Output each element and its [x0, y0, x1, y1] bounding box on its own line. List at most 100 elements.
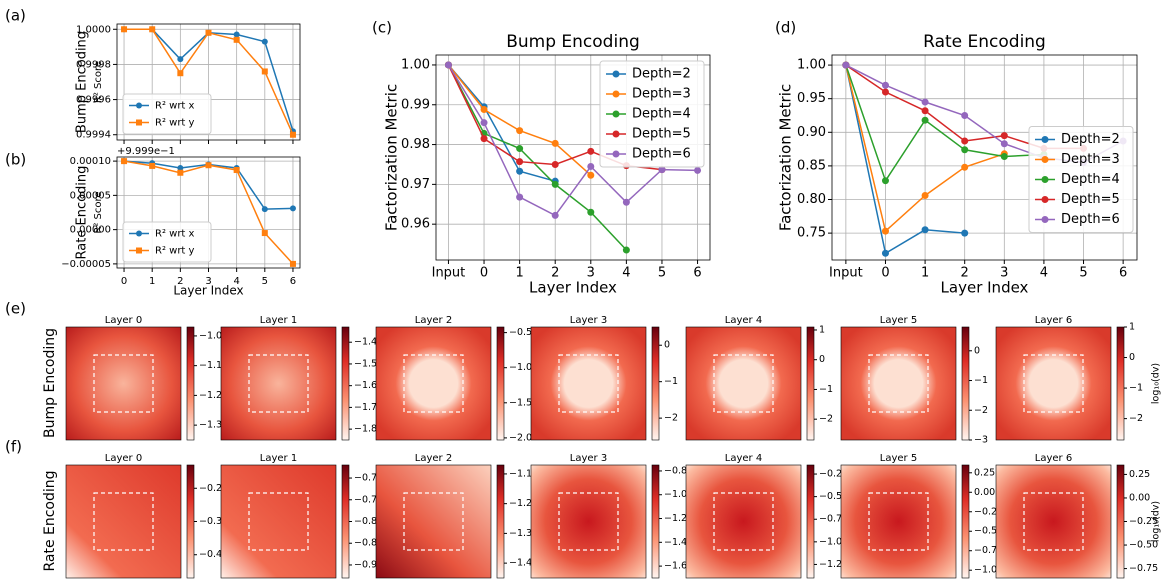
- heatmap-title: Layer 3: [570, 453, 607, 464]
- x-tick-label: 2: [961, 266, 969, 281]
- legend-label: R² wrt y: [155, 118, 195, 129]
- legend-marker: [1041, 176, 1049, 183]
- colorbar-tick-label: −2: [974, 405, 988, 416]
- point: [261, 230, 268, 237]
- colorbar-tick-label: 1: [1129, 322, 1135, 333]
- legend-label: Depth=5: [1061, 192, 1120, 207]
- colorbar-tick-label: −1.25: [819, 559, 848, 570]
- target-box: [93, 354, 154, 413]
- legend-label: Depth=3: [1061, 152, 1120, 167]
- target-box: [93, 492, 154, 551]
- colorbar-tick-label: 0: [664, 340, 670, 351]
- colorbar-tick-label: 0.00: [1129, 492, 1150, 503]
- y-tick-label: 0.85: [797, 158, 826, 173]
- x-tick-label: 0: [480, 266, 488, 281]
- colorbar-tick-label: −1: [1129, 383, 1143, 394]
- line-chart: (b) −0.00005 0.00000 0.00005 0.00010 0 1 2 3 4 5 6 +…: [5, 146, 301, 298]
- heatmap-title: Layer 0: [105, 315, 142, 326]
- point: [587, 147, 595, 155]
- y-axis-label: Factorization Metric: [383, 84, 401, 231]
- colorbar-tick-label: −0.70: [354, 473, 383, 484]
- heatmap-image: [531, 465, 646, 578]
- y-tick-label: 1.00: [401, 57, 430, 72]
- heatmap: Layer 5 0 −1 −2 −3: [840, 315, 988, 446]
- x-tick-label: 6: [1119, 266, 1127, 281]
- legend-label: Depth=6: [632, 147, 691, 162]
- colorbar: [341, 326, 350, 441]
- colorbar-tick-label: −1.4: [509, 558, 532, 569]
- x-tick-label: 2: [551, 266, 559, 281]
- target-box: [558, 354, 619, 413]
- point: [961, 137, 969, 145]
- point: [444, 61, 452, 69]
- colorbar: [651, 464, 660, 579]
- legend-label: R² wrt x: [155, 101, 195, 112]
- x-tick-label: 5: [658, 266, 666, 281]
- point: [233, 31, 240, 38]
- y-tick-label: 0.95: [797, 91, 826, 106]
- colorbar-tick-label: 0.25: [974, 467, 995, 478]
- heatmap: Layer 6 0.25 0.00 −0.25 −0.50 −0.75 log₁₀(dv): [995, 453, 1162, 579]
- colorbar-tick-label: 0: [819, 354, 825, 365]
- y-tick-label: 0.96: [401, 217, 430, 232]
- plot-frame: [116, 156, 301, 269]
- heatmap-frame: [685, 326, 802, 441]
- point: [881, 249, 889, 257]
- row-label: Rate Encoding: [75, 166, 90, 260]
- chart-title: Rate Encoding: [923, 32, 1046, 52]
- y-tick-label: 0.80: [797, 192, 826, 207]
- point: [551, 211, 559, 219]
- point: [480, 106, 488, 114]
- colorbar-tick-label: −0.85: [354, 538, 383, 549]
- heatmap: Layer 1 −1.4 −1.5 −1.6 −1.7 −1.8: [220, 315, 377, 441]
- y-tick-label: 0.00000: [70, 225, 111, 236]
- heatmap-frame: [375, 326, 492, 441]
- heatmap-frame: [685, 464, 802, 579]
- x-tick-label: 3: [587, 266, 595, 281]
- point: [261, 38, 268, 45]
- row-label: Bump Encoding: [42, 328, 58, 438]
- point: [551, 139, 559, 147]
- colorbar-tick-label: −0.25: [974, 506, 1003, 517]
- colorbar-tick-label: −0.75: [354, 494, 383, 505]
- legend-label: Depth=4: [1061, 172, 1120, 187]
- point: [177, 169, 184, 176]
- heatmap-title: Layer 5: [880, 453, 917, 464]
- point: [480, 135, 488, 143]
- heatmap-frame: [840, 464, 957, 579]
- x-tick-label: Input: [829, 266, 863, 281]
- colorbar-tick-label: −1.0: [664, 489, 687, 500]
- colorbar-tick-label: −1.00: [819, 536, 848, 547]
- row-label: Bump Encoding: [75, 31, 90, 133]
- point: [289, 260, 296, 267]
- heatmap-frame: [65, 464, 182, 579]
- x-tick-label: 5: [1079, 266, 1087, 281]
- legend-label: Depth=2: [1061, 132, 1120, 147]
- heatmap-frame: [65, 326, 182, 441]
- target-box: [868, 492, 929, 551]
- heatmap: Layer 1 −0.70 −0.75 −0.80 −0.85 −0.90: [220, 453, 383, 579]
- colorbar-tick-label: −0.50: [974, 526, 1003, 537]
- colorbar-tick-label: −1.3: [509, 528, 532, 539]
- heatmap-image: [686, 465, 801, 578]
- point: [587, 162, 595, 170]
- colorbar-tick-label: −1.2: [509, 498, 532, 509]
- x-tick-label: 0: [881, 266, 889, 281]
- y-tick-label: 0.9998: [76, 59, 111, 70]
- colorbar-tick-label: −0.80: [354, 516, 383, 527]
- y-axis-label: Factorization Metric: [777, 84, 795, 231]
- heatmap-image: [66, 465, 181, 578]
- colorbar: [1116, 326, 1125, 441]
- target-box: [403, 354, 464, 413]
- heatmap: Layer 0 −0.2 −0.3 −0.4: [65, 453, 222, 579]
- point: [881, 177, 889, 185]
- point: [516, 158, 524, 166]
- colorbar: [186, 464, 195, 579]
- colorbar-tick-label: −1.8: [354, 424, 377, 435]
- point: [516, 193, 524, 201]
- point: [177, 70, 184, 77]
- x-tick-label: 3: [205, 276, 211, 287]
- colorbar-tick-label: −1.5: [509, 397, 532, 408]
- colorbar-label: log₁₀(dv): [1151, 363, 1162, 404]
